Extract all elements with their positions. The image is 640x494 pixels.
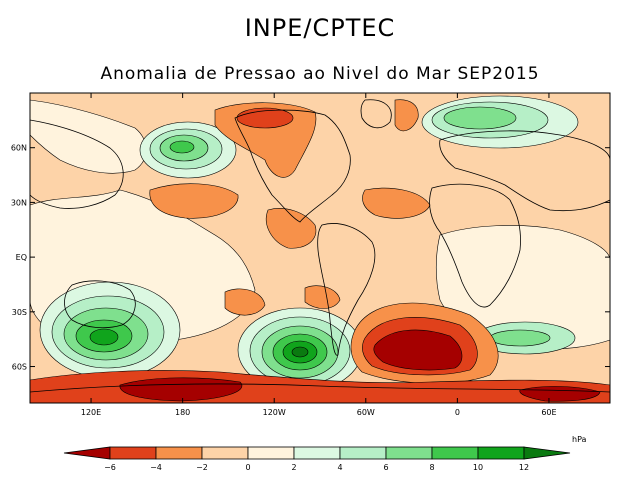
coastline-south-america — [317, 223, 376, 356]
map-frame — [29, 92, 611, 404]
colorbar-segment — [293, 446, 341, 460]
colorbar-tick-label: 12 — [519, 463, 529, 472]
lat-label: 60S — [12, 363, 27, 372]
colorbar-segment — [247, 446, 295, 460]
colorbar-segment — [431, 446, 479, 460]
coastlines — [29, 99, 611, 393]
lon-label: 120W — [263, 408, 286, 417]
lon-label: 60W — [357, 408, 375, 417]
chart-title: INPE/CPTEC — [244, 14, 396, 42]
colorbar-tick-label: 4 — [337, 463, 342, 472]
colorbar-tick-label: 6 — [383, 463, 388, 472]
anomaly-region-atlantic-subtropical — [362, 187, 431, 219]
colorbar-segment — [201, 446, 249, 460]
lat-label: 60N — [11, 144, 27, 153]
anomaly-center-australia-south — [39, 281, 181, 379]
coastline-australia — [64, 280, 136, 329]
longitude-ticks: 120E 180 120W 60W 0 60E — [81, 93, 557, 417]
lat-label: EQ — [16, 253, 27, 262]
colorbar-unit: hPa — [572, 435, 587, 444]
anomaly-region-south-pacific — [224, 288, 266, 316]
coastline-asia-east — [29, 119, 124, 209]
colorbar-tick-label: 8 — [429, 463, 434, 472]
coastline-greenland — [360, 99, 392, 129]
latitude-ticks: 60N 30N EQ 30S 60S — [11, 144, 610, 372]
map-panel: 60N 30N EQ 30S 60S 120E 180 120W 60W 0 60E — [11, 92, 611, 417]
lon-label: 0 — [455, 408, 460, 417]
coastline-eurasia — [439, 130, 611, 212]
colorbar-tick-label: 0 — [245, 463, 250, 472]
colorbar-tick-label: −6 — [104, 463, 116, 472]
colorbar-tick-label: 10 — [473, 463, 483, 472]
colorbar-segment — [477, 446, 525, 460]
lat-label: 30N — [11, 198, 27, 207]
anomaly-center-north-pacific — [139, 121, 237, 179]
coastline-antarctica — [29, 383, 611, 393]
colorbar-segment — [385, 446, 433, 460]
lon-label: 180 — [175, 408, 190, 417]
colorbar-tick-label: −4 — [150, 463, 162, 472]
anomaly-region-south-america — [304, 285, 341, 309]
coastline-north-america — [234, 109, 351, 223]
anomaly-center-north-europe — [421, 95, 579, 149]
chart-subtitle: Anomalia de Pressao ao Nivel do Mar SEP2… — [100, 64, 540, 84]
anomaly-region-central-pacific — [149, 183, 239, 219]
colorbar-segment — [155, 446, 203, 460]
colorbar-segment — [109, 446, 157, 460]
colorbar-arrow-low — [63, 446, 111, 460]
colorbar-segment — [339, 446, 387, 460]
colorbar-tick-label: 2 — [291, 463, 296, 472]
lon-label: 60E — [541, 408, 556, 417]
coastline-africa — [429, 183, 521, 308]
colorbar-arrow-high — [523, 446, 571, 460]
colorbar: −6 −4 −2 0 2 4 6 8 10 12 — [63, 446, 571, 472]
anomaly-center-south-atlantic — [350, 302, 499, 384]
anomaly-region-indian-neutral — [435, 225, 611, 350]
lon-label: 120E — [81, 408, 101, 417]
lat-label: 30S — [12, 308, 27, 317]
colorbar-tick-label: −2 — [196, 463, 208, 472]
anomaly-region-north-atlantic — [394, 99, 419, 132]
